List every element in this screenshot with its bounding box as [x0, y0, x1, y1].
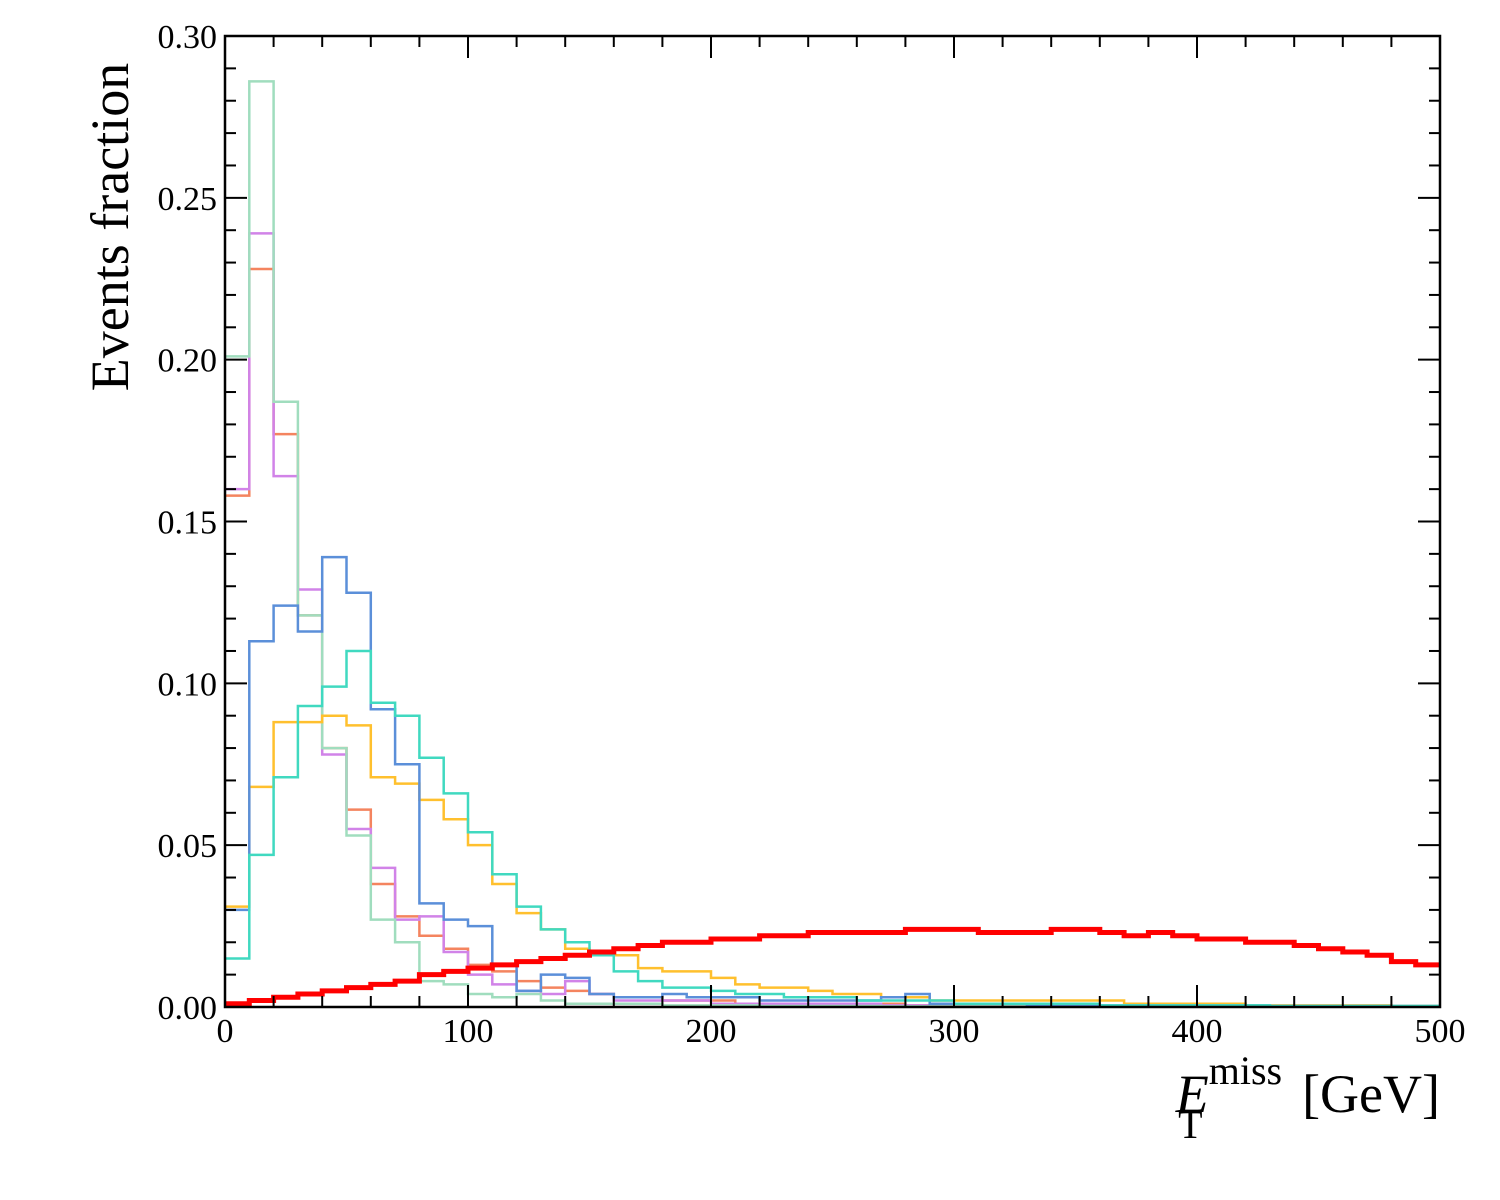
series-0-line [225, 267, 1440, 1008]
x-tick-label: 0 [217, 1013, 234, 1050]
x-tick-label: 100 [443, 1013, 494, 1050]
series-4-line [225, 555, 1440, 1008]
x-tick-label: 200 [686, 1013, 737, 1050]
x-axis-unit: [GeV] [1289, 1064, 1440, 1124]
x-axis-title: Emiss T [GeV] [1175, 1048, 1440, 1147]
y-tick-label: 0.10 [158, 666, 218, 703]
plot-frame [223, 34, 1442, 1009]
x-tick-label: 400 [1172, 1013, 1223, 1050]
y-tick-label: 0.15 [158, 505, 218, 542]
y-tick-label: 0.30 [158, 19, 218, 56]
y-tick-label: 0.20 [158, 343, 218, 380]
y-tick-label: 0.05 [158, 828, 218, 865]
tick-layer: 0 100 200 300 400 500 0.00 0.05 0.10 0.15 0.20 0.25… [158, 19, 1466, 1050]
y-axis-title: Events fraction [80, 63, 140, 391]
y-tick-label: 0.25 [158, 181, 218, 218]
y-tick-label: 0.00 [158, 990, 218, 1027]
series-6-line [225, 926, 1440, 1007]
series-2-line [225, 80, 1440, 1008]
series-5-line [225, 649, 1440, 1008]
x-axis-superscript: miss [1209, 1048, 1282, 1093]
x-axis-symbol: E [1175, 1064, 1209, 1124]
x-tick-label: 500 [1415, 1013, 1466, 1050]
series-layer [225, 80, 1440, 1008]
x-tick-label: 300 [929, 1013, 980, 1050]
x-axis-subscript: T [1178, 1102, 1202, 1147]
series-3-line [225, 714, 1440, 1008]
series-1-line [225, 232, 1440, 1008]
